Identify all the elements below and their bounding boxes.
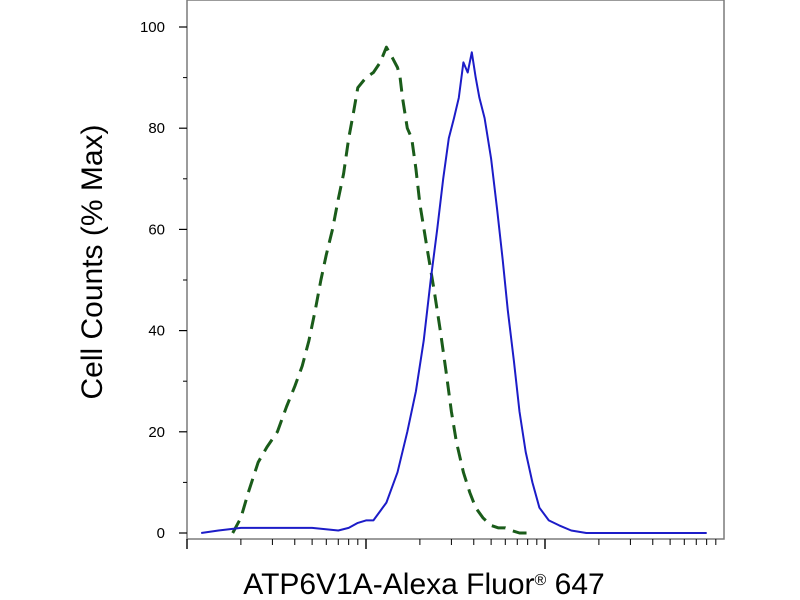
stained-histogram-line [201, 51, 707, 534]
y-tick-label: 80 [148, 120, 165, 137]
y-tick-label: 40 [148, 323, 165, 340]
series-layer [201, 45, 707, 535]
y-tick-label: 60 [148, 221, 165, 238]
y-axis-ticks: 0 20 40 60 80 100 [140, 19, 187, 542]
x-axis-title-suffix: 647 [546, 568, 604, 600]
plot-frame [186, 0, 725, 540]
y-axis-title: Cell Counts (% Max) [76, 124, 109, 399]
x-axis-ticks [186, 539, 717, 549]
y-tick-label: 20 [148, 424, 165, 441]
x-axis-title-main: ATP6V1A-Alexa Fluor [243, 568, 534, 600]
x-axis-title: ATP6V1A-Alexa Fluor® 647 [243, 568, 604, 600]
y-tick-label: 100 [140, 19, 165, 36]
control-histogram-line [231, 45, 528, 535]
x-axis-title-registered-mark: ® [535, 572, 547, 589]
y-tick-label: 0 [157, 525, 165, 542]
